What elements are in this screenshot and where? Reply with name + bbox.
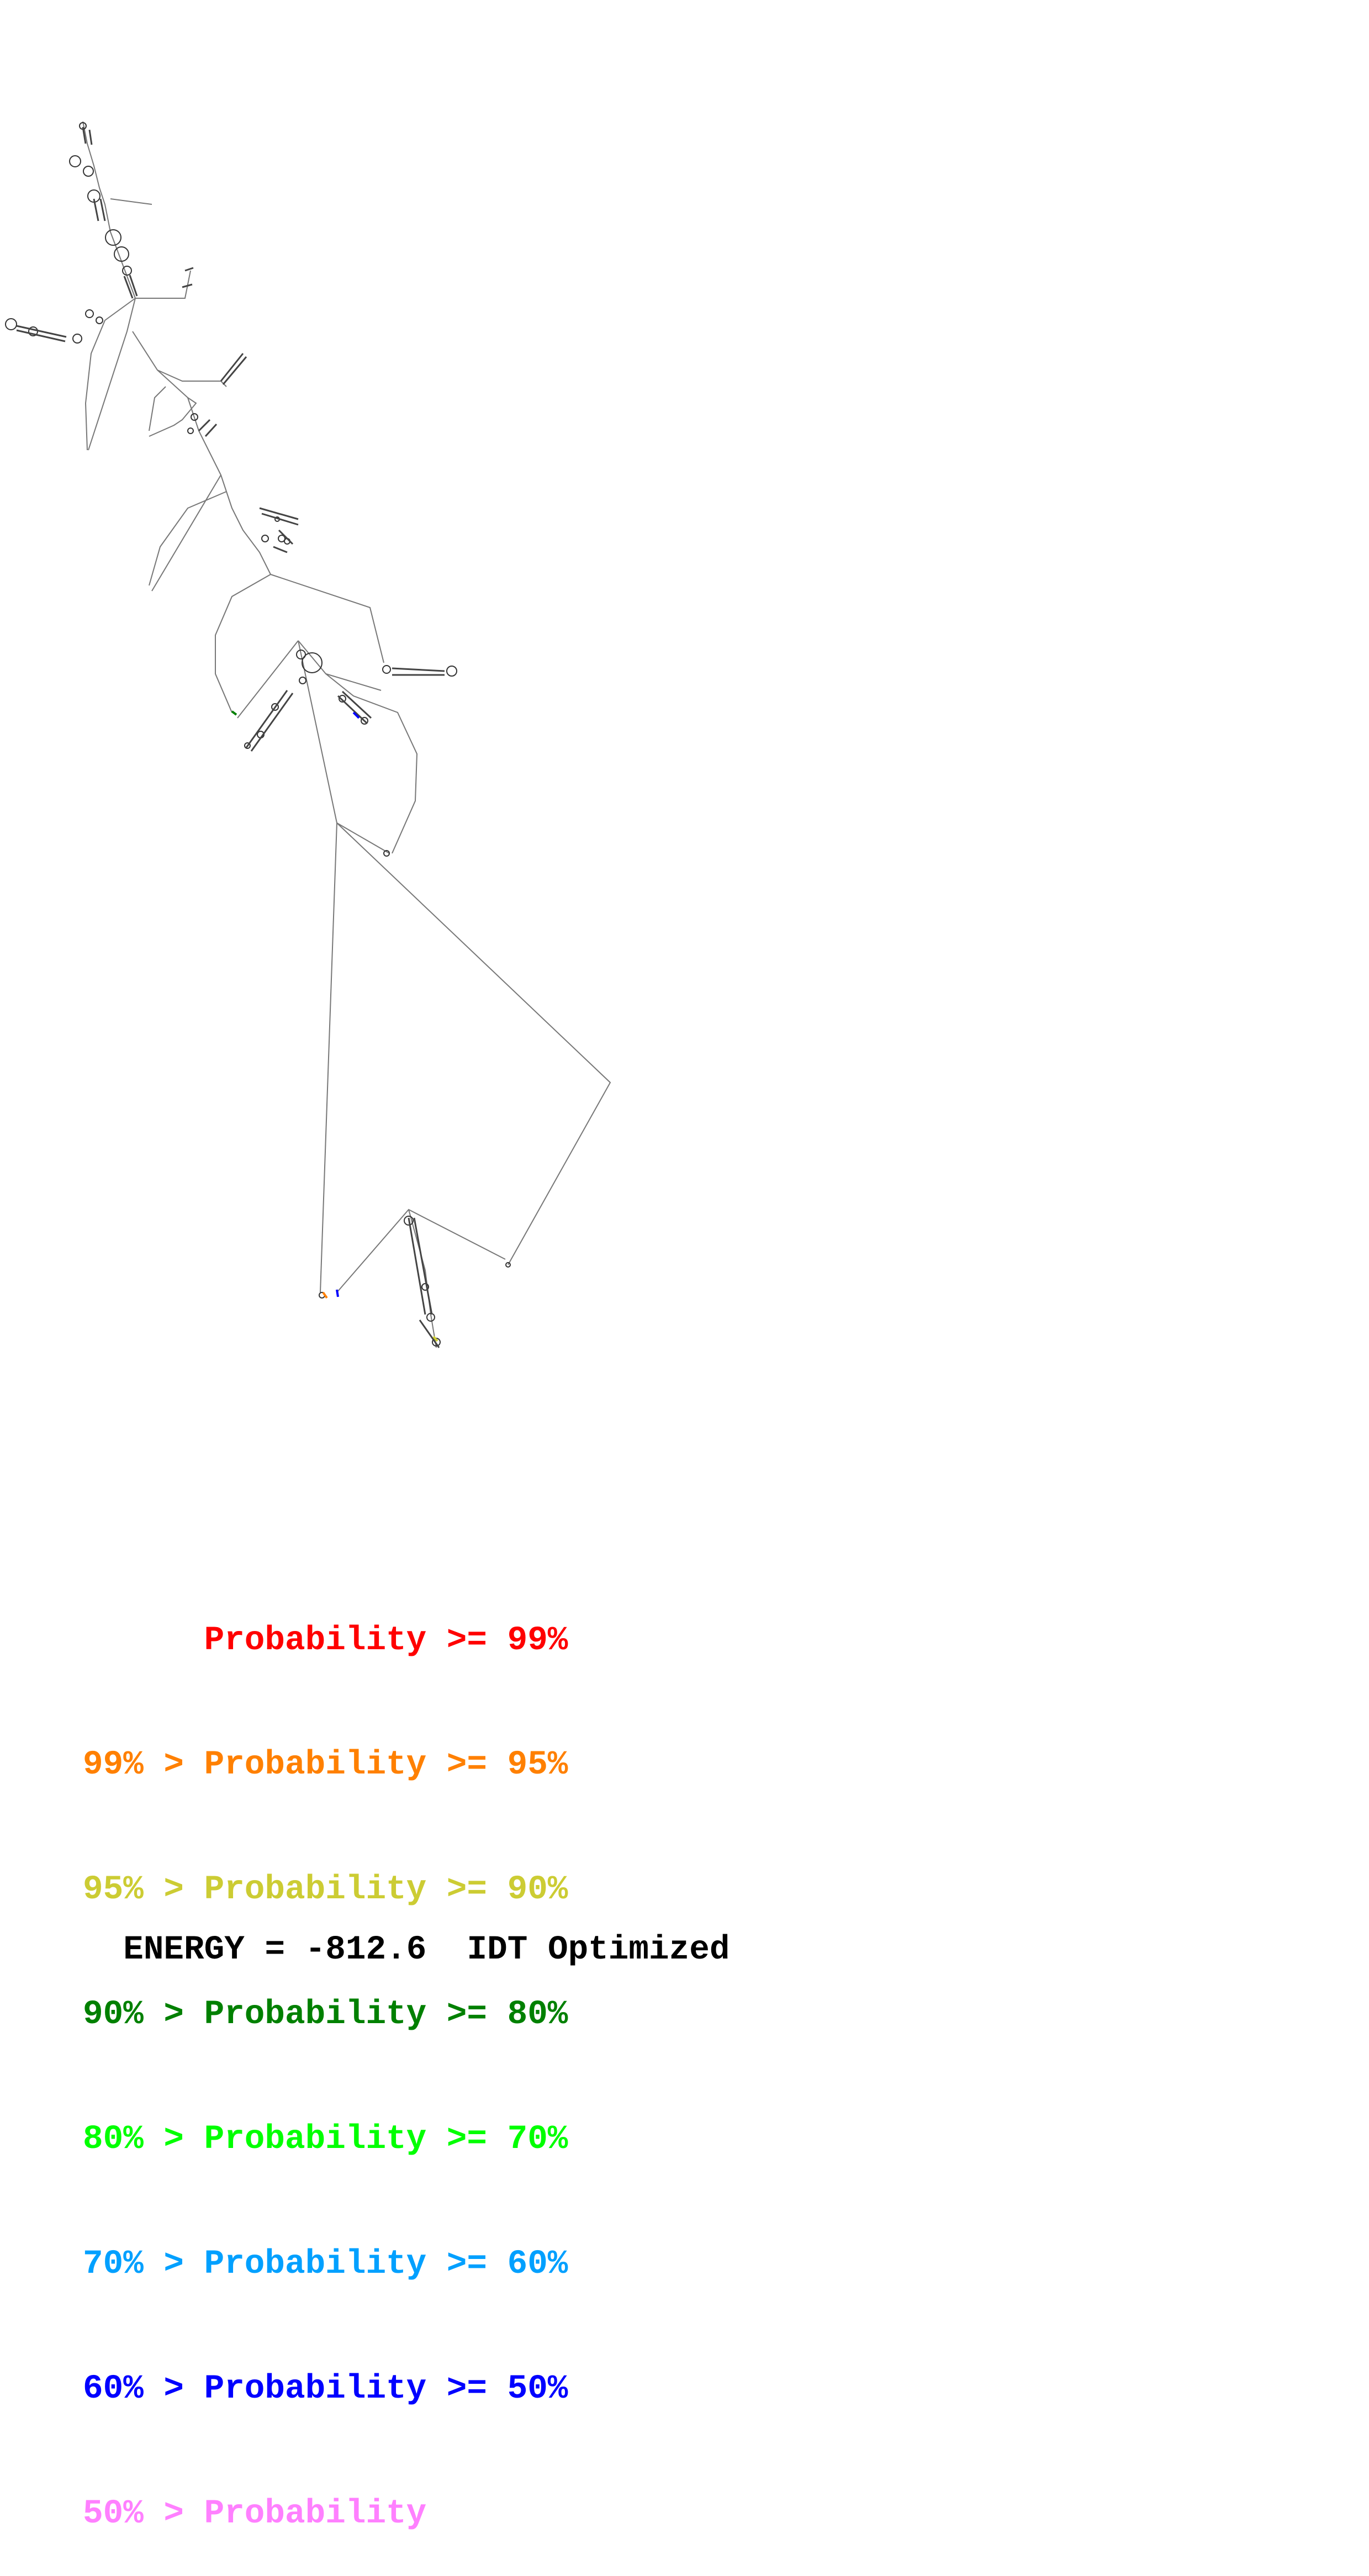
legend-label: Probability [204,1746,427,1785]
legend-prefix: 99% > [83,1746,184,1785]
legend-threshold: >= 50% [446,2369,568,2408]
legend-threshold: >= 70% [446,2120,568,2159]
energy-label: ENERGY = [123,1931,286,1969]
legend-label: Probability [204,1996,427,2034]
legend-row: 60% > Probability >= 50% [83,2368,568,2410]
legend-row: Probability >= 99% [83,1620,568,1661]
rna-backbone [82,121,611,1348]
legend-row: 90% > Probability >= 80% [83,1994,568,2035]
legend-prefix: 70% > [83,2245,184,2284]
legend-threshold: >= 95% [446,1746,568,1785]
legend-prefix: 60% > [83,2369,184,2408]
legend-label: Probability [204,2369,427,2408]
legend-threshold: >= 80% [446,1996,568,2034]
legend-threshold: >= 99% [446,1621,568,1660]
optimization-note: IDT Optimized [467,1931,730,1969]
rna-structure-diagram [5,121,611,1348]
legend-label: Probability [204,1621,427,1660]
rna-stem-segments [16,126,445,1348]
legend-prefix: 80% > [83,2120,184,2159]
legend-prefix: 95% > [83,1871,184,1909]
legend-label: Probability [204,2245,427,2284]
legend-label: Probability [204,1871,427,1909]
legend-row: 80% > Probability >= 70% [83,2119,568,2160]
legend-row: 95% > Probability >= 90% [83,1869,568,1910]
legend-threshold: >= 90% [446,1871,568,1909]
legend-prefix: 50% > [83,2494,184,2533]
legend-row: 70% > Probability >= 60% [83,2244,568,2285]
probability-legend: Probability >= 99% 99% > Probability >= 95%… [83,1537,568,2576]
probability-colored-bases [231,710,438,1342]
legend-label: Probability [204,2494,427,2533]
rna-hairpin-loops [5,122,511,1347]
energy-footer: ENERGY = -812.6 IDT Optimized [83,1888,730,1971]
legend-prefix: 90% > [83,1996,184,2034]
legend-row: 50% > Probability [83,2493,568,2535]
energy-value: -812.6 [305,1931,427,1969]
legend-label: Probability [204,2120,427,2159]
legend-threshold: >= 60% [446,2245,568,2284]
legend-row: 99% > Probability >= 95% [83,1744,568,1786]
